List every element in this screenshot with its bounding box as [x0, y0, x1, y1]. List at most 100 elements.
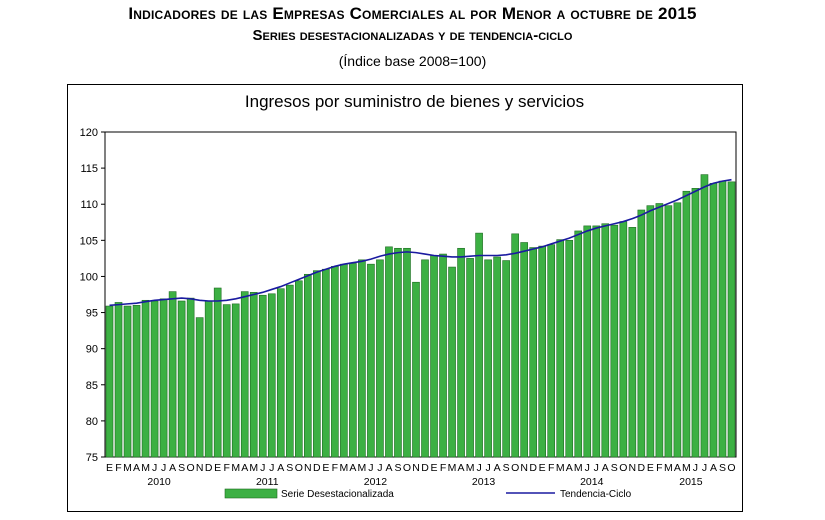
x-tick-label: S	[394, 462, 401, 474]
bar	[502, 260, 510, 458]
x-tick-label: M	[123, 462, 132, 474]
y-tick-label: 120	[80, 127, 98, 139]
page-title: Indicadores de las Empresas Comerciales …	[128, 4, 697, 23]
x-tick-label: F	[548, 462, 554, 474]
x-tick-label: E	[106, 462, 113, 474]
bar	[727, 181, 736, 458]
plot-area	[104, 131, 737, 458]
bar	[349, 263, 357, 458]
bar	[276, 288, 285, 458]
y-tick-label: 95	[86, 308, 98, 320]
bar	[340, 263, 348, 458]
x-tick-label: J	[152, 462, 157, 474]
bar	[529, 247, 537, 458]
x-tick-label: M	[664, 462, 673, 474]
x-tick-label: M	[340, 462, 349, 474]
x-tick-label: F	[115, 462, 121, 474]
bar	[511, 233, 519, 458]
bar	[295, 280, 303, 458]
x-year-label: 2011	[256, 476, 279, 488]
bar	[394, 247, 402, 458]
bar	[403, 247, 411, 458]
bar	[132, 305, 141, 458]
bar	[285, 284, 294, 458]
x-year-label: 2012	[364, 476, 388, 488]
bar	[547, 244, 556, 458]
bar	[105, 305, 114, 458]
x-year-label: 2015	[679, 476, 703, 488]
x-tick-label: E	[539, 462, 546, 474]
bar	[583, 225, 592, 458]
bar	[574, 230, 583, 458]
bar	[376, 259, 384, 458]
bar	[412, 281, 420, 458]
bar	[240, 291, 249, 458]
x-tick-label: N	[412, 462, 420, 474]
x-tick-label: S	[719, 462, 726, 474]
x-tick-label: O	[187, 462, 195, 474]
x-tick-label: E	[647, 462, 654, 474]
x-tick-label: M	[574, 462, 583, 474]
x-year-label: 2013	[472, 476, 496, 488]
x-tick-label: M	[448, 462, 457, 474]
bar	[358, 259, 366, 458]
bar	[637, 209, 646, 458]
bar	[123, 305, 132, 458]
x-tick-label: J	[702, 462, 707, 474]
y-tick-label: 85	[86, 380, 98, 392]
x-tick-label: J	[485, 462, 490, 474]
x-tick-label: F	[332, 462, 338, 474]
bar	[655, 203, 664, 458]
x-tick-label: A	[458, 462, 465, 474]
bar	[673, 202, 682, 458]
bar	[249, 292, 258, 458]
bar	[421, 259, 429, 458]
bar	[204, 300, 213, 458]
x-tick-label: M	[249, 462, 258, 474]
x-tick-label: F	[656, 462, 662, 474]
bar	[619, 221, 628, 458]
y-tick-label: 100	[80, 271, 98, 283]
bar	[520, 242, 528, 458]
trend-line	[109, 178, 732, 307]
y-tick-label: 80	[86, 416, 98, 428]
x-tick-label: E	[214, 462, 221, 474]
bar	[114, 302, 123, 458]
x-tick-label: J	[377, 462, 382, 474]
chart-title: Ingresos por suministro de bienes y serv…	[245, 92, 584, 111]
y-tick-label: 90	[86, 344, 98, 356]
bar	[367, 263, 375, 458]
x-tick-label: N	[629, 462, 637, 474]
x-tick-label: A	[169, 462, 176, 474]
bar	[457, 247, 465, 458]
legend-line-label: Tendencia-Ciclo	[560, 489, 632, 500]
legend-bar-label: Serie Desestacionalizada	[281, 489, 394, 500]
bar	[195, 317, 204, 458]
x-tick-label: A	[602, 462, 609, 474]
x-tick-label: A	[241, 462, 248, 474]
page-subtitle: Series desestacionalizadas y de tendenci…	[252, 27, 573, 44]
bar	[231, 303, 240, 458]
x-tick-label: O	[403, 462, 411, 474]
x-tick-label: A	[277, 462, 284, 474]
bar	[682, 190, 691, 458]
bar	[700, 174, 709, 458]
bar	[538, 245, 546, 458]
bar	[385, 246, 393, 458]
x-tick-label: J	[269, 462, 274, 474]
bar	[466, 258, 474, 458]
legend-bar-swatch	[224, 488, 278, 499]
x-tick-label: O	[295, 462, 303, 474]
x-tick-label: M	[358, 462, 367, 474]
y-tick-label: 105	[80, 235, 98, 247]
bar	[628, 227, 637, 458]
x-tick-label: S	[503, 462, 510, 474]
bar	[313, 270, 321, 458]
x-tick-label: S	[286, 462, 293, 474]
bar	[331, 266, 339, 458]
x-tick-label: E	[322, 462, 329, 474]
x-tick-label: J	[368, 462, 373, 474]
x-tick-label: J	[476, 462, 481, 474]
x-tick-label: M	[556, 462, 565, 474]
bar	[186, 297, 195, 458]
